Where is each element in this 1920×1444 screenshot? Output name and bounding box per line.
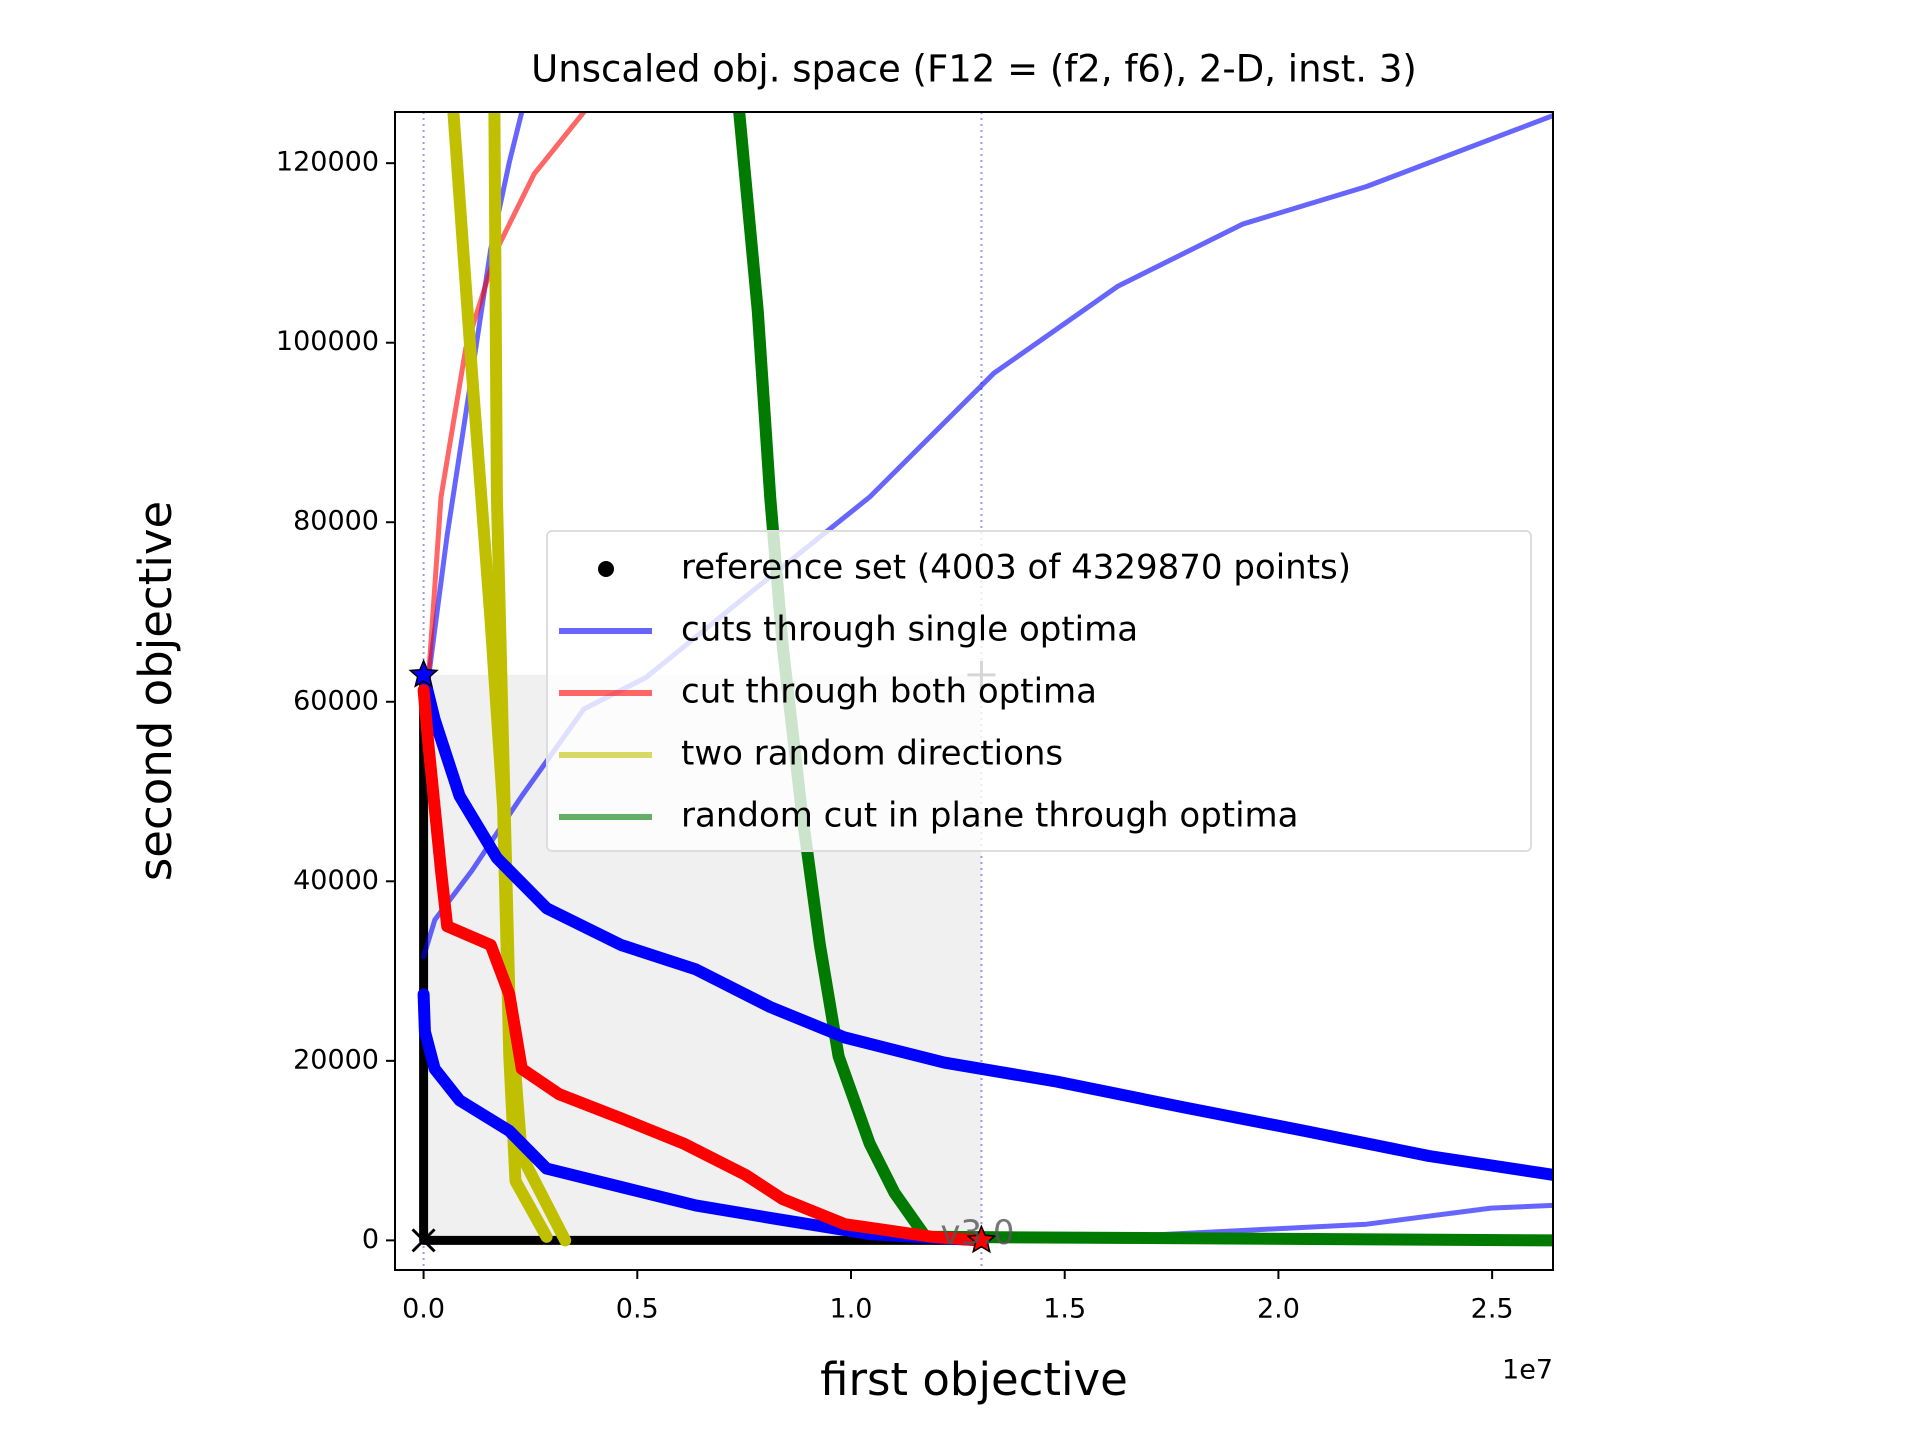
legend-marker: [598, 561, 614, 577]
chart-title: Unscaled obj. space (F12 = (f2, f6), 2-D…: [531, 48, 1417, 91]
series-line: [426, 112, 525, 680]
series-line: [426, 112, 587, 680]
x-tick-label: 2.5: [1471, 1294, 1514, 1325]
y-tick-label: 40000: [293, 865, 379, 896]
legend-label: two random directions: [681, 734, 1063, 774]
series-line: [417, 988, 988, 1247]
star-marker: [408, 658, 439, 688]
legend-label: random cut in plane through optima: [681, 796, 1299, 836]
x-tick-label: 0.0: [402, 1294, 445, 1325]
y-tick-label: 60000: [293, 685, 379, 716]
star-marker: [966, 1224, 997, 1254]
series-line: [417, 668, 1553, 1181]
x-tick-label: 1.0: [830, 1294, 873, 1325]
legend-label: cut through both optima: [681, 672, 1097, 712]
legend-label: cuts through single optima: [681, 610, 1138, 650]
watermark: v3.0: [940, 1213, 1014, 1253]
cross-marker: [411, 1228, 436, 1253]
x-tick-label: 2.0: [1257, 1294, 1300, 1325]
legend-box: [546, 530, 1532, 852]
legend-label: reference set (4003 of 4329870 points): [681, 548, 1351, 588]
axes-frame: [394, 111, 1554, 1271]
y-axis-label: second objective: [129, 501, 182, 881]
y-tick-label: 80000: [293, 506, 379, 537]
x-offset-label: 1e7: [1502, 1355, 1553, 1386]
y-tick-label: 120000: [276, 147, 379, 178]
series-line: [417, 684, 988, 1247]
y-tick-label: 0: [362, 1224, 379, 1255]
y-tick-label: 100000: [276, 326, 379, 357]
x-tick-label: 0.5: [616, 1294, 659, 1325]
series-line: [733, 112, 1553, 1247]
y-tick-label: 20000: [293, 1044, 379, 1075]
x-axis-label: first objective: [820, 1353, 1128, 1406]
x-tick-label: 1.5: [1043, 1294, 1086, 1325]
